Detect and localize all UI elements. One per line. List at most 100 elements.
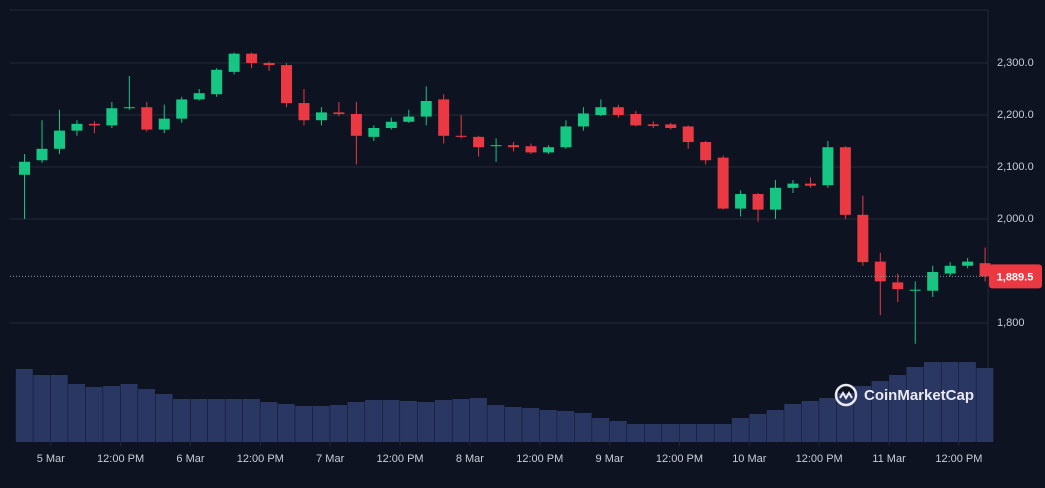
volume-layer xyxy=(15,362,994,442)
candle-body xyxy=(281,65,293,104)
x-tick-label: 6 Mar xyxy=(176,453,204,465)
volume-bar xyxy=(15,369,33,442)
candle-body xyxy=(804,183,816,186)
volume-bar xyxy=(33,375,51,442)
volume-bar xyxy=(644,424,662,442)
volume-bar xyxy=(871,381,889,442)
volume-bar xyxy=(714,424,732,442)
volume-bar xyxy=(819,398,837,442)
candle-body xyxy=(228,53,240,72)
candle-body xyxy=(71,123,83,131)
volume-bar xyxy=(679,424,697,442)
watermark: CoinMarketCap xyxy=(834,383,974,407)
volume-bar xyxy=(976,368,994,442)
candle-body xyxy=(333,112,345,114)
volume-bar xyxy=(382,400,400,442)
x-tick-label: 11 Mar xyxy=(872,453,906,465)
candle-body xyxy=(263,63,275,66)
watermark-logo-mark xyxy=(839,391,853,400)
volume-bar xyxy=(889,375,906,442)
volume-bar xyxy=(225,399,243,442)
grid-layer: 1,800 2,000.0 2,100.0 2,200.0 2,300.0 5 Mar 12… xyxy=(10,57,1034,465)
volume-bar xyxy=(627,424,645,442)
watermark-text: CoinMarketCap xyxy=(864,387,974,404)
x-tick-label: 7 Mar xyxy=(316,453,344,465)
candle-body xyxy=(717,157,729,209)
volume-bar xyxy=(452,399,470,442)
x-tick-label: 12:00 PM xyxy=(935,453,982,465)
watermark-logo xyxy=(834,383,858,407)
candle-body xyxy=(560,126,572,148)
volume-bar xyxy=(731,418,749,442)
volume-bar xyxy=(469,398,487,442)
candle-body xyxy=(123,107,135,109)
candle-body xyxy=(944,265,956,274)
x-tick-label: 12:00 PM xyxy=(97,453,144,465)
volume-bar xyxy=(242,399,260,442)
y-tick-label: 2,000.0 xyxy=(997,213,1034,225)
volume-bar xyxy=(662,424,679,442)
last-price-tag xyxy=(989,264,1042,289)
candle-body xyxy=(158,118,170,130)
volume-bar xyxy=(312,406,330,442)
candle-body xyxy=(385,121,397,129)
volume-bar xyxy=(190,399,208,442)
volume-bar xyxy=(207,399,225,442)
candle-body xyxy=(979,263,991,277)
candle-body xyxy=(787,183,799,188)
volume-bar xyxy=(941,362,959,442)
x-tick-label: 12:00 PM xyxy=(237,453,284,465)
candle-body xyxy=(822,147,834,186)
x-tick-label: 12:00 PM xyxy=(516,453,563,465)
volume-bar xyxy=(784,404,802,442)
volume-bar xyxy=(609,421,627,442)
candle-layer: 1,889.5 xyxy=(10,52,1042,344)
volume-bar xyxy=(295,406,313,442)
volume-bar xyxy=(696,424,714,442)
volume-bar xyxy=(120,384,138,442)
y-tick-label: 2,200.0 xyxy=(997,109,1034,121)
candle-body xyxy=(909,289,921,291)
candle-body xyxy=(420,100,432,117)
volume-bar xyxy=(958,362,976,442)
candle-body xyxy=(246,53,258,64)
x-tick-label: 12:00 PM xyxy=(376,453,423,465)
candle-body xyxy=(665,124,677,129)
candle-body xyxy=(542,147,554,153)
volume-bar xyxy=(906,367,924,442)
candle-body xyxy=(857,214,869,263)
candle-body xyxy=(735,194,747,209)
volume-bar xyxy=(539,410,557,442)
candle-body xyxy=(577,113,589,127)
candle-body xyxy=(298,103,310,121)
candle-body xyxy=(368,128,380,137)
candle-body xyxy=(176,99,188,119)
volume-bar xyxy=(522,408,540,442)
candle-body xyxy=(595,107,607,116)
y-tick-label: 2,300.0 xyxy=(997,57,1034,69)
candle-body xyxy=(752,194,764,210)
candle-body xyxy=(490,145,502,147)
candle-body xyxy=(19,161,31,175)
candle-body xyxy=(193,93,205,100)
candle-body xyxy=(874,261,886,282)
x-tick-label: 8 Mar xyxy=(456,453,484,465)
x-tick-label: 9 Mar xyxy=(596,453,624,465)
volume-bar xyxy=(103,386,121,442)
candle-body xyxy=(839,147,851,215)
candle-body xyxy=(770,187,782,210)
candle-body xyxy=(700,142,712,161)
candle-body xyxy=(211,69,223,95)
volume-bar xyxy=(487,405,505,442)
volume-bar xyxy=(365,400,383,442)
volume-bar xyxy=(68,384,86,442)
candle-body xyxy=(682,126,694,143)
volume-bar xyxy=(749,414,767,442)
candle-body xyxy=(647,124,659,126)
volume-bar xyxy=(260,402,278,442)
candle-body xyxy=(36,148,48,161)
candle-body xyxy=(141,107,153,130)
volume-bar xyxy=(138,389,156,442)
y-tick-label: 2,100.0 xyxy=(997,161,1034,173)
